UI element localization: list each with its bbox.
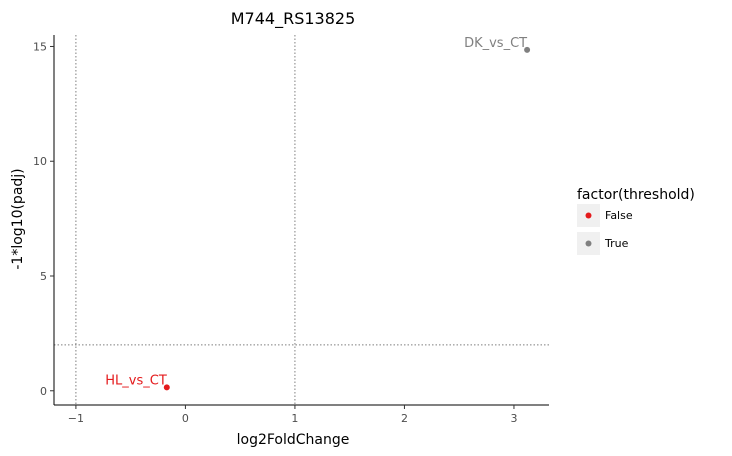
y-tick-label: 15	[33, 40, 47, 53]
point-label: DK_vs_CT	[464, 36, 527, 51]
data-points: HL_vs_CT DK_vs_CT	[105, 36, 531, 391]
data-point	[163, 384, 170, 391]
point-label: HL_vs_CT	[105, 373, 167, 388]
y-tick-label: 10	[33, 155, 47, 168]
y-axis-title: -1*log10(padj)	[10, 168, 26, 269]
x-axis-title: log2FoldChange	[237, 432, 350, 448]
x-ticks: −1 0 1 2 3	[68, 405, 517, 425]
x-tick-label: 1	[291, 412, 298, 425]
y-ticks: 0 5 10 15	[33, 40, 54, 398]
data-point	[524, 46, 531, 53]
legend: factor(threshold) False True	[577, 187, 695, 255]
y-tick-label: 0	[40, 385, 47, 398]
x-tick-label: 3	[510, 412, 517, 425]
x-tick-label: 0	[182, 412, 189, 425]
chart-title: M744_RS13825	[231, 9, 356, 29]
legend-marker	[585, 212, 592, 219]
y-tick-label: 5	[40, 270, 47, 283]
reference-lines	[54, 35, 549, 405]
x-tick-label: 2	[401, 412, 408, 425]
legend-marker	[585, 240, 592, 247]
legend-label: True	[604, 237, 629, 250]
legend-label: False	[605, 209, 633, 222]
legend-title: factor(threshold)	[577, 187, 695, 203]
axes	[53, 35, 549, 406]
x-tick-label: −1	[68, 412, 84, 425]
legend-items: False True	[577, 204, 633, 255]
